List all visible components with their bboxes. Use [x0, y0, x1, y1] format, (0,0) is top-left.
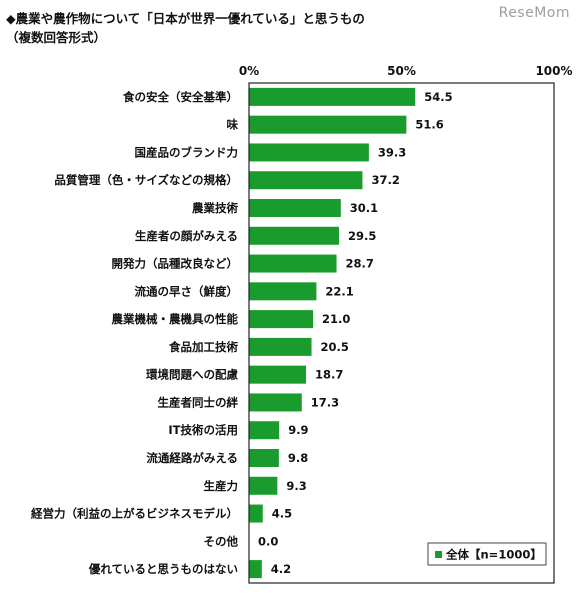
category-label: 経営力（利益の上がるビジネスモデル）: [31, 507, 238, 521]
chart-title: ◆農業や農作物について「日本が世界一優れている」と思うもの: [6, 11, 365, 26]
watermark-logo: ReseMom: [498, 5, 570, 21]
value-label: 18.7: [315, 368, 343, 382]
bar: [249, 449, 279, 467]
value-label: 9.3: [286, 479, 306, 493]
category-label: 農業技術: [192, 201, 238, 215]
bar: [249, 226, 339, 245]
category-label: 味: [227, 118, 239, 132]
category-label: 生産力: [204, 479, 239, 493]
bar: [249, 393, 302, 412]
category-label: 環境問題への配慮: [146, 368, 238, 382]
bars: [249, 87, 416, 579]
category-label: IT技術の活用: [168, 423, 238, 437]
bar: [249, 560, 262, 579]
bar: [249, 310, 314, 329]
value-label: 30.1: [350, 201, 378, 215]
value-label: 37.2: [371, 173, 399, 187]
bar: [249, 143, 369, 162]
x-tick-label: 50%: [387, 64, 416, 78]
bar: [249, 87, 416, 106]
value-label: 0.0: [258, 534, 278, 548]
value-label: 39.3: [378, 145, 406, 159]
value-label: 4.2: [271, 562, 291, 576]
bar: [249, 476, 278, 495]
value-label: 9.9: [288, 423, 308, 437]
x-tick-label: 100%: [535, 64, 572, 78]
value-labels: 54.5 51.6 39.3 37.2 30.1 29.5 28.7 22.1 21.0 20.5…: [258, 90, 453, 576]
legend-label: 全体【n=1000】: [445, 548, 542, 562]
x-tick-label: 0%: [239, 64, 259, 78]
value-label: 28.7: [346, 257, 374, 271]
category-label: 品質管理（色・サイズなどの規格）: [54, 173, 238, 187]
bar: [249, 171, 363, 190]
category-label: 食品加工技術: [169, 340, 238, 354]
value-label: 21.0: [322, 312, 350, 326]
axis-ticks: 0% 50% 100%: [239, 64, 573, 78]
bar: [249, 115, 407, 134]
legend-box: [427, 542, 547, 566]
plot-frame: [248, 82, 555, 584]
category-label: 農業機械・農機具の性能: [112, 312, 239, 326]
bar: [249, 504, 263, 523]
category-label: 流通の早さ（鮮度）: [135, 284, 239, 298]
value-label: 51.6: [415, 118, 443, 132]
category-label: 優れていると思うものはない: [88, 562, 238, 576]
value-label: 20.5: [321, 340, 349, 354]
category-label: 流通経路がみえる: [146, 451, 238, 465]
category-label: 生産者同士の絆: [158, 395, 239, 409]
legend-swatch: [435, 551, 442, 558]
category-label: 開発力（品種改良など）: [112, 257, 239, 271]
value-label: 17.3: [311, 395, 339, 409]
category-label: 生産者の顔がみえる: [135, 229, 238, 243]
bar: [249, 421, 280, 440]
value-label: 22.1: [325, 284, 353, 298]
chart-subtitle: （複数回答形式）: [6, 30, 107, 45]
legend: 全体【n=1000】: [427, 542, 547, 566]
category-label: その他: [204, 534, 239, 548]
value-label: 54.5: [424, 90, 452, 104]
bar: [249, 282, 317, 301]
value-label: 29.5: [348, 229, 376, 243]
bar: [249, 254, 337, 273]
bar: [249, 199, 341, 217]
category-label: 食の安全（安全基準）: [123, 90, 238, 104]
value-label: 4.5: [272, 507, 292, 521]
value-label: 9.8: [288, 451, 308, 465]
bar: [249, 365, 307, 384]
category-label: 国産品のブランド力: [135, 145, 239, 159]
bar: [249, 337, 312, 356]
